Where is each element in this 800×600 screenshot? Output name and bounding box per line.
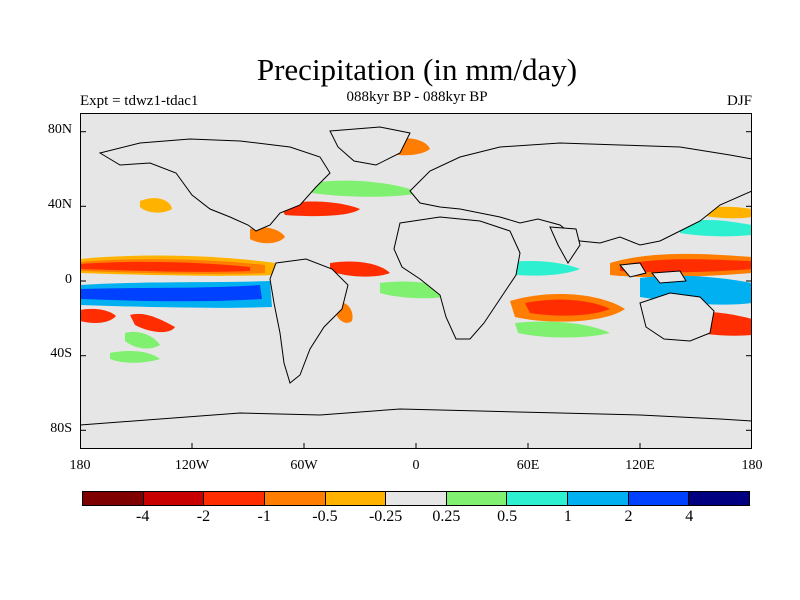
colorbar-swatch [507, 492, 569, 505]
lat-tick-label: 80S [50, 421, 72, 436]
precipitation-map [80, 113, 752, 449]
colorbar-swatch [204, 492, 265, 505]
colorbar-label: -0.25 [368, 508, 403, 525]
colorbar-swatch [386, 492, 447, 505]
colorbar-swatch [83, 492, 144, 505]
lat-tick-label: 40S [50, 346, 72, 361]
lat-tick-label: 40N [47, 197, 72, 212]
colorbar-label: 0.25 [432, 508, 461, 525]
colorbar-label: -0.5 [312, 508, 338, 525]
colorbar-label: 2 [624, 508, 633, 525]
plot-title: Precipitation (in mm/day) [256, 52, 578, 87]
colorbar-label: 4 [685, 508, 694, 525]
lon-tick-label: 120W [174, 458, 210, 473]
lat-tick-label: 0 [65, 272, 72, 287]
colorbar-swatch [689, 492, 750, 505]
lon-tick-label: 0 [412, 458, 420, 473]
season-label: DJF [726, 93, 752, 109]
lon-tick-label: 180 [741, 458, 763, 473]
colorbar-label: 1 [563, 508, 572, 525]
lon-tick-label: 60E [516, 458, 540, 473]
colorbar-swatch [446, 492, 508, 505]
colorbar-label: -2 [196, 508, 211, 525]
colorbar [82, 491, 750, 506]
colorbar-label: 0.5 [497, 508, 518, 525]
lon-tick-label: 180 [69, 458, 91, 473]
colorbar-label: -1 [257, 508, 271, 525]
lon-tick-label: 60W [290, 458, 318, 473]
lat-tick-label: 80N [47, 122, 72, 137]
colorbar-swatch [628, 492, 690, 505]
experiment-label: Expt = tdwz1-tdac1 [80, 93, 199, 109]
colorbar-swatch [143, 492, 205, 505]
tick-marks [80, 131, 752, 449]
colorbar-swatch [264, 492, 326, 505]
colorbar-swatch [568, 492, 629, 505]
lon-tick-label: 120E [625, 458, 655, 473]
map-panel [80, 113, 752, 449]
coastlines [80, 126, 752, 449]
colorbar-label: -4 [136, 508, 150, 525]
plot-subtitle: 088kyr BP - 088kyr BP [346, 89, 488, 105]
colorbar-swatch [325, 492, 387, 505]
